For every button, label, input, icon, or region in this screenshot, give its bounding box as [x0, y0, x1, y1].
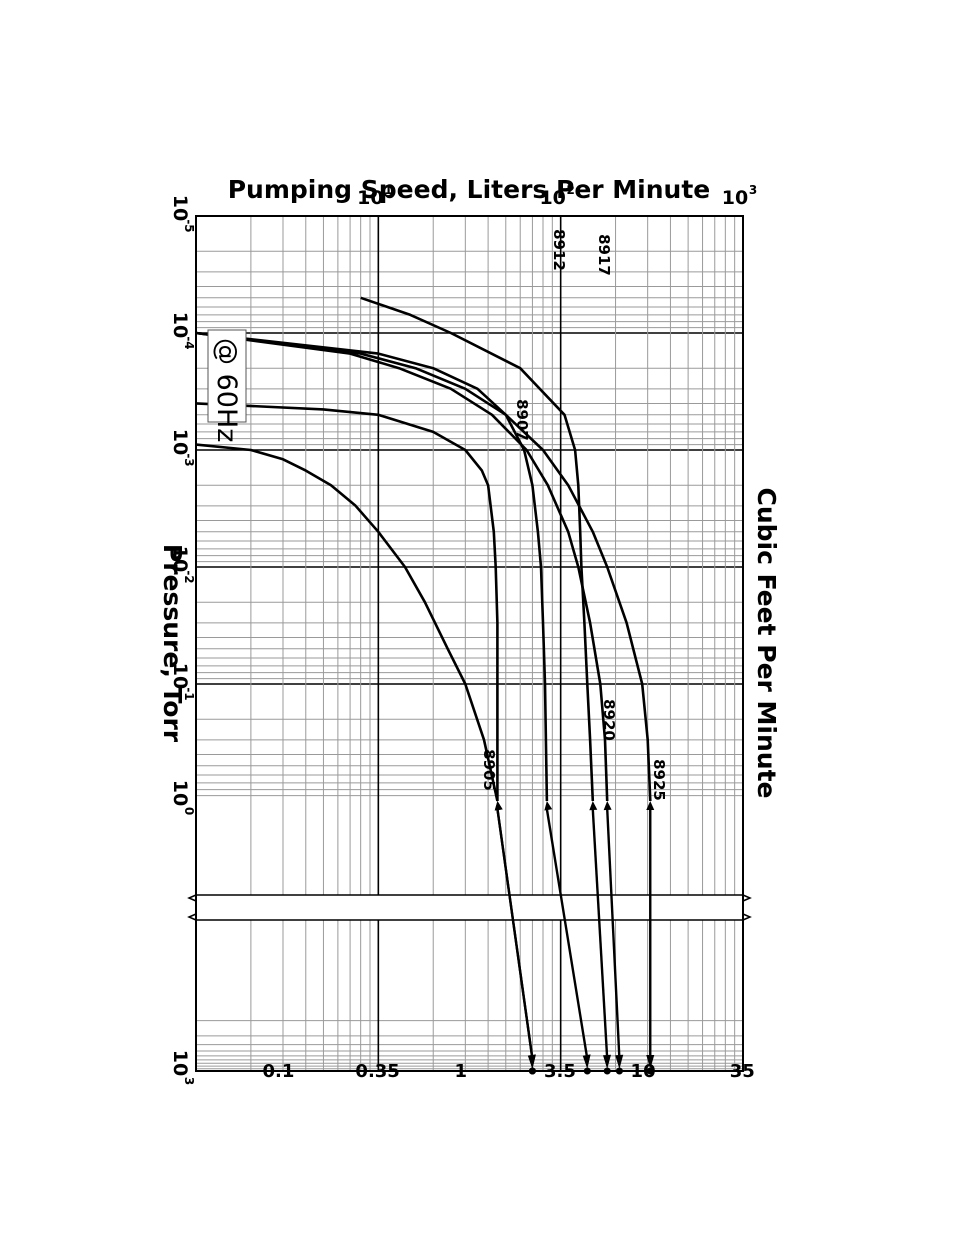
x-tick-label: 10-4 [169, 312, 196, 350]
x-tick-label: 10-3 [169, 429, 196, 467]
y-tick-label: 10 3 [722, 183, 757, 209]
x-tick-label: 10-2 [169, 546, 196, 584]
x-tick-label: 100 [169, 780, 196, 815]
x-tick-base: 10 [169, 780, 191, 806]
x-tick-exponent: -2 [182, 570, 196, 583]
series-8917-arrowhead [602, 1054, 611, 1069]
series-8925-arrowhead [646, 1055, 655, 1069]
x-tick-base: 10 [169, 546, 191, 572]
series-8917-arrow [591, 808, 609, 1060]
y-tick-exponent: 2 [566, 183, 574, 197]
series-curves [195, 296, 655, 1075]
y-tick-base: 10 [722, 187, 748, 209]
series-label-8912: 8912 [550, 229, 568, 271]
series-8917-line [360, 296, 595, 802]
series-8917-arrowhead [589, 801, 598, 811]
series-8912-arrowhead [582, 1054, 591, 1069]
series-8905-arrowhead [527, 1054, 536, 1069]
plot-frame [195, 215, 744, 1072]
x-tick-base: 10 [169, 195, 191, 221]
axis-break-gap [190, 895, 749, 920]
series-label-8917: 8917 [595, 234, 613, 276]
y-tick-label: 10 1 [357, 183, 392, 209]
series-8905-arrow [496, 808, 534, 1060]
series-label-8905: 8905 [480, 749, 498, 791]
chart-background [196, 216, 743, 1071]
annotation-60hz: @ 60Hz [211, 338, 242, 442]
x-tick-exponent: -1 [182, 687, 196, 700]
x-tick-base: 10 [169, 663, 191, 689]
series-8905-line [195, 443, 499, 802]
x-tick-label: 103 [169, 1050, 196, 1085]
x-tick-base: 10 [169, 312, 191, 338]
series-8912-line [195, 331, 549, 802]
series-8920-line [195, 331, 609, 802]
series-8905-arrowhead [494, 801, 503, 811]
y-tick-label: 10 2 [539, 183, 574, 209]
series-labels: 8925 8920 8917 8912 8907 8905 [480, 229, 668, 801]
y-tick-exponent: 3 [749, 183, 757, 197]
secondary-axis-title: Cubic Feet Per Minute [752, 487, 781, 798]
y-axis-title: Pumping Speed, Liters Per Minute [228, 175, 711, 204]
x-axis-title: Pressure, Torr [158, 544, 187, 743]
annotation-box [207, 329, 247, 423]
x-tick-label: 10-5 [169, 195, 196, 233]
series-label-8907: 8907 [513, 399, 531, 441]
series-8907-line [195, 402, 499, 801]
series-8920-arrowhead [603, 801, 612, 811]
y-tick-base: 10 [357, 187, 383, 209]
x-tick-exponent: -3 [182, 453, 196, 466]
series-8925-line [195, 331, 652, 802]
y-tick-exponent: 1 [384, 183, 392, 197]
axis-break [187, 894, 752, 921]
x-tick-exponent: -5 [182, 219, 196, 232]
series-label-8925: 8925 [650, 759, 668, 801]
series-8912-arrow [545, 808, 589, 1060]
axis-break-mark-top [742, 894, 752, 921]
grid [196, 215, 743, 1071]
x-tick-exponent: 3 [182, 1077, 196, 1085]
x-tick-label: 10-1 [169, 663, 196, 701]
y-tick-base: 10 [539, 187, 565, 209]
axis-break-mark-bottom [187, 894, 197, 921]
x-tick-base: 10 [169, 429, 191, 455]
series-8920-arrow [606, 808, 621, 1060]
series-8912-arrowhead [544, 801, 553, 811]
series-label-8920: 8920 [600, 699, 618, 741]
series-8920-arrowhead [615, 1054, 624, 1069]
series-8925-arrowhead [646, 801, 655, 810]
x-tick-exponent: 0 [182, 807, 196, 815]
x-tick-base: 10 [169, 1050, 191, 1076]
x-tick-exponent: -4 [182, 336, 196, 349]
